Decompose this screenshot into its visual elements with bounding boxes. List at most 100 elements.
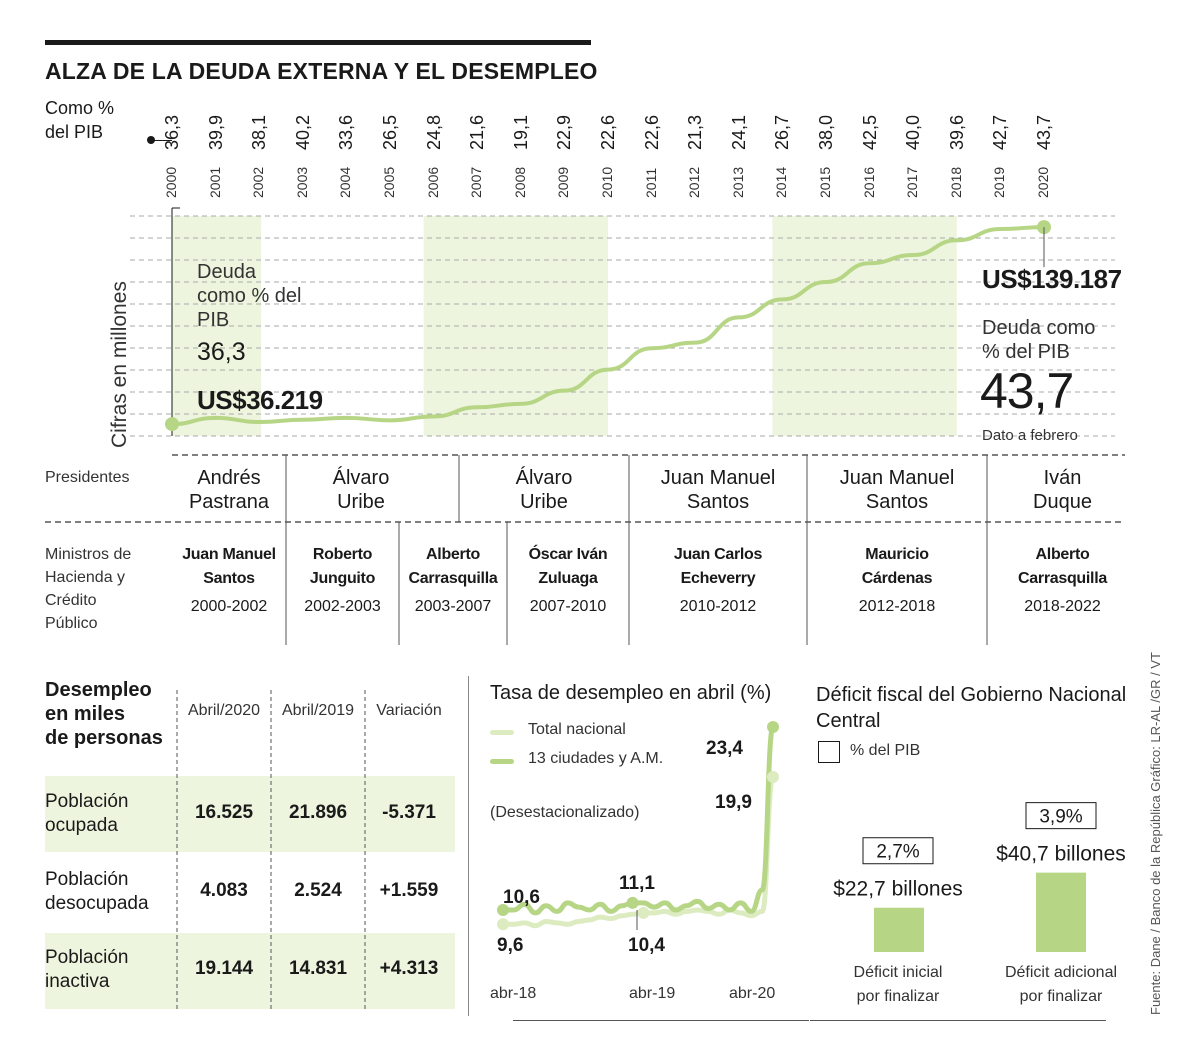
- unemp-row-label-0: Población ocupada: [45, 790, 128, 838]
- unemp-table-title: Desempleo en miles de personas: [45, 679, 163, 749]
- rate-dot-nat-end: [767, 771, 779, 784]
- pct-row-label: Como % del PIB: [45, 98, 115, 142]
- deficit-value-label-0: $22,7 billones: [833, 878, 963, 901]
- credit-text: Fuente: Dane / Banco de la República Grá…: [1148, 652, 1163, 1015]
- president-line1: Iván: [1043, 467, 1082, 489]
- col-head-2019: Abril/2019: [281, 702, 355, 719]
- debt-line: [170, 225, 1046, 427]
- deficit-chart: $22,7 billones 2,7% Déficit inicial por fin…: [833, 802, 1126, 1005]
- president-line1: Álvaro: [515, 467, 573, 489]
- president-1: Álvaro Uribe: [286, 466, 436, 514]
- section-divider: [468, 676, 469, 1016]
- president-line1: Álvaro: [332, 467, 390, 489]
- deficit-bar-1: [1036, 872, 1086, 952]
- unemp-cell-0-2: -5.371: [382, 802, 436, 823]
- end-note: Dato a febrero: [982, 427, 1078, 444]
- rate-dot-city-mid: [626, 896, 639, 909]
- minister-1: Roberto Junguito: [286, 543, 399, 591]
- president-line2: Santos: [686, 491, 750, 513]
- minister-line2: Junguito: [309, 570, 376, 587]
- president-0: Andrés Pastrana: [172, 466, 286, 514]
- start-pct: 36,3: [197, 338, 246, 366]
- minister-period-3: 2007-2010: [529, 598, 607, 615]
- page-title: ALZA DE LA DEUDA EXTERNA Y EL DESEMPLEO: [45, 58, 598, 84]
- start-heading: Deuda como % del PIB: [197, 261, 302, 331]
- president-line2: Santos: [865, 491, 929, 513]
- minister-line2: Zuluaga: [538, 570, 598, 587]
- end-heading: Deuda como % del PIB: [982, 317, 1096, 363]
- rate-dot-city-start: [497, 904, 509, 916]
- unemp-cell-2-0: 19.144: [194, 958, 254, 979]
- end-value: US$139.187: [982, 264, 1122, 294]
- minister-line1: Juan Manuel: [182, 546, 276, 563]
- rate-xtick-0: abr-18: [490, 985, 536, 1002]
- minister-6: Alberto Carrasquilla: [987, 543, 1138, 591]
- table-dividers: [176, 690, 366, 1010]
- president-5: Iván Duque: [987, 466, 1138, 514]
- rate-label-nat_end: 19,9: [715, 792, 752, 813]
- minister-line1: Alberto: [426, 546, 480, 563]
- president-line2: Pastrana: [188, 491, 270, 513]
- minister-period-6: 2018-2022: [1024, 598, 1101, 615]
- rate-xtick-1: abr-19: [629, 985, 675, 1002]
- minister-line1: Juan Carlos: [673, 546, 763, 563]
- deficit-pct-label-1: 3,9%: [1039, 807, 1082, 828]
- unemp-cell-1-2: +1.559: [379, 880, 439, 901]
- legend-nacional: Total nacional: [528, 721, 626, 738]
- deficit-cat-0-a: Déficit inicial: [854, 964, 943, 981]
- minister-line2: Carrasquilla: [408, 570, 498, 587]
- minister-line1: Roberto: [312, 546, 373, 563]
- col-head-2020: Abril/2020: [187, 702, 261, 719]
- minister-2: Alberto Carrasquilla: [399, 543, 507, 591]
- deficit-pct-box-1: [1025, 802, 1097, 830]
- rate-xtick-2: abr-20: [729, 985, 775, 1002]
- president-line2: Duque: [1033, 491, 1092, 513]
- ministers-label: Ministros de Hacienda y Crédito Público: [45, 546, 132, 632]
- unemp-cell-1-1: 2.524: [294, 880, 342, 901]
- col-head-variacion: Variación: [376, 702, 442, 719]
- rate-label-nat_start: 9,6: [497, 935, 523, 956]
- deficit-pct-box-0: [862, 837, 934, 865]
- unemp-label-line2: desocupada: [45, 893, 149, 914]
- legend-pct-box: [818, 741, 840, 763]
- deficit-bar-0: [874, 907, 924, 952]
- deficit-cat-0-b: por finalizar: [857, 988, 940, 1005]
- minister-4: Juan Carlos Echeverry: [629, 543, 807, 591]
- rate-label-city_end: 23,4: [706, 738, 743, 759]
- end-pct: 43,7: [980, 363, 1074, 419]
- legend-ciudades: 13 ciudades y A.M.: [528, 750, 664, 767]
- deficit-pct-label-0: 2,7%: [876, 842, 919, 863]
- rate-label-city_mid: 11,1: [619, 873, 655, 894]
- unemp-label-line2: inactiva: [45, 971, 110, 992]
- minister-period-4: 2010-2012: [679, 598, 757, 615]
- rate-dot-city-end: [767, 720, 779, 733]
- rate-chart: 9,6 10,6 11,1 10,4 19,9 23,4 abr-18 abr-19 abr-2…: [490, 720, 779, 1002]
- unemp-cell-2-2: +4.313: [379, 958, 439, 979]
- minister-period-5: 2012-2018: [858, 598, 936, 615]
- unemp-label-line2: ocupada: [45, 815, 118, 836]
- minister-line2: Cárdenas: [861, 570, 933, 587]
- debt-chart: [130, 207, 1125, 456]
- presidents-label: Presidentes: [45, 469, 130, 486]
- unemp-row-label-1: Población desocupada: [45, 868, 149, 916]
- deficit-cat-1-a: Déficit adicional: [1005, 964, 1117, 981]
- rate-chart-title: Tasa de desempleo en abril (%): [490, 682, 772, 704]
- rate-dot-nat-start: [497, 918, 509, 931]
- unemp-cell-0-1: 21.896: [288, 802, 348, 823]
- legend-swatch-ciudades: [490, 759, 514, 764]
- president-line1: Andrés: [197, 467, 261, 489]
- minister-line1: Óscar Iván: [528, 546, 608, 563]
- president-line2: Uribe: [337, 491, 385, 513]
- president-line1: Juan Manuel: [660, 467, 776, 489]
- unemp-cell-1-0: 4.083: [200, 880, 248, 901]
- minister-line1: Mauricio: [865, 546, 929, 563]
- pct-dot-marker: [147, 136, 155, 144]
- president-4: Juan Manuel Santos: [807, 466, 987, 514]
- minister-line2: Santos: [203, 570, 255, 587]
- debt-start-dot: [165, 417, 179, 432]
- unemp-label-line1: Población: [45, 947, 129, 968]
- legend-pct-label: % del PIB: [850, 742, 921, 759]
- minister-5: Mauricio Cárdenas: [807, 543, 987, 591]
- deficit-cat-1-b: por finalizar: [1020, 988, 1103, 1005]
- deficit-title: Déficit fiscal del Gobierno Nacional Cen…: [816, 684, 1127, 732]
